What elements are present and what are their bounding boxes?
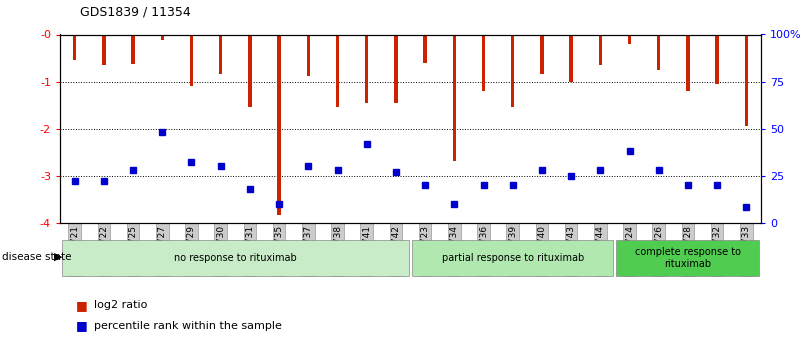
Bar: [424, 34, 427, 63]
Bar: [219, 34, 223, 75]
Bar: [336, 34, 340, 107]
Bar: [745, 34, 748, 126]
Text: no response to rituximab: no response to rituximab: [174, 253, 296, 263]
Text: percentile rank within the sample: percentile rank within the sample: [94, 321, 282, 331]
Bar: [277, 34, 281, 216]
Bar: [73, 34, 76, 60]
Bar: [365, 34, 368, 103]
Bar: [570, 34, 573, 81]
Text: complete response to
rituximab: complete response to rituximab: [635, 247, 741, 269]
Bar: [540, 34, 544, 75]
FancyBboxPatch shape: [617, 240, 759, 276]
Text: ▶: ▶: [54, 252, 63, 262]
Bar: [248, 34, 252, 107]
Bar: [511, 34, 514, 107]
FancyBboxPatch shape: [412, 240, 614, 276]
Bar: [686, 34, 690, 91]
FancyBboxPatch shape: [62, 240, 409, 276]
Bar: [715, 34, 718, 84]
Text: log2 ratio: log2 ratio: [94, 300, 147, 310]
Bar: [453, 34, 456, 161]
Bar: [628, 34, 631, 44]
Bar: [481, 34, 485, 91]
Text: ■: ■: [76, 319, 88, 333]
Bar: [190, 34, 193, 86]
Bar: [598, 34, 602, 65]
Text: partial response to rituximab: partial response to rituximab: [441, 253, 584, 263]
Text: ■: ■: [76, 299, 88, 312]
Text: GDS1839 / 11354: GDS1839 / 11354: [80, 5, 191, 18]
Bar: [131, 34, 135, 63]
Text: disease state: disease state: [2, 252, 72, 262]
Bar: [102, 34, 106, 65]
Bar: [394, 34, 397, 103]
Bar: [307, 34, 310, 76]
Bar: [160, 34, 164, 40]
Bar: [657, 34, 661, 70]
